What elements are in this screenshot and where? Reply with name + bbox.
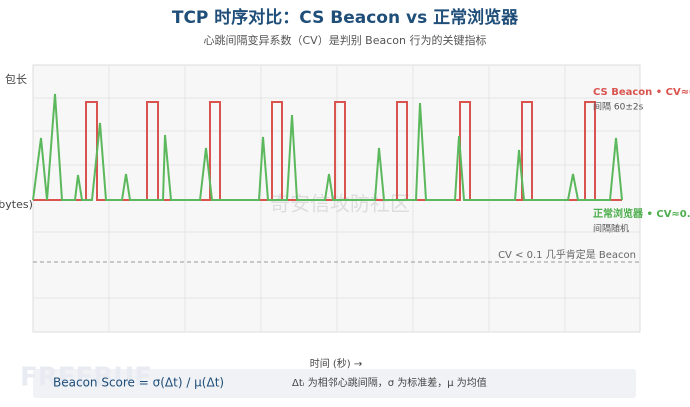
formula-box <box>33 369 636 398</box>
title: TCP 时序对比：CS Beacon vs 正常浏览器 <box>172 7 519 28</box>
subtitle: 心跳间隔变异系数（CV）是判别 Beacon 行为的关键指标 <box>203 33 486 47</box>
y-label-mid: (bytes) <box>0 198 33 211</box>
grid <box>33 65 640 332</box>
legend-browser-note: 间隔随机 <box>593 223 629 235</box>
corner-watermark: FREEBUF <box>20 363 152 393</box>
legend-beacon: CS Beacon • CV≈0.0 <box>593 87 690 98</box>
formula: Beacon Score = σ(Δt) / μ(Δt) <box>53 376 224 390</box>
formula-note: Δtᵢ 为相邻心跳间隔，σ 为标准差，μ 为均值 <box>292 376 487 389</box>
x-label: 时间 (秒) → <box>310 357 363 370</box>
legend-beacon-note: 间隔 60±2s <box>593 101 644 113</box>
y-label-top: 包长 <box>5 73 27 86</box>
beacon-wave <box>33 101 622 201</box>
browser-wave <box>32 93 623 201</box>
threshold-label: CV < 0.1 几乎肯定是 Beacon <box>498 248 636 261</box>
plot-area: 奇安信攻防社区 CV < 0.1 几乎肯定是 Beacon <box>32 64 641 333</box>
watermark: 奇安信攻防社区 <box>270 192 410 216</box>
legend-browser: 正常浏览器 • CV≈0.7 <box>593 207 690 220</box>
